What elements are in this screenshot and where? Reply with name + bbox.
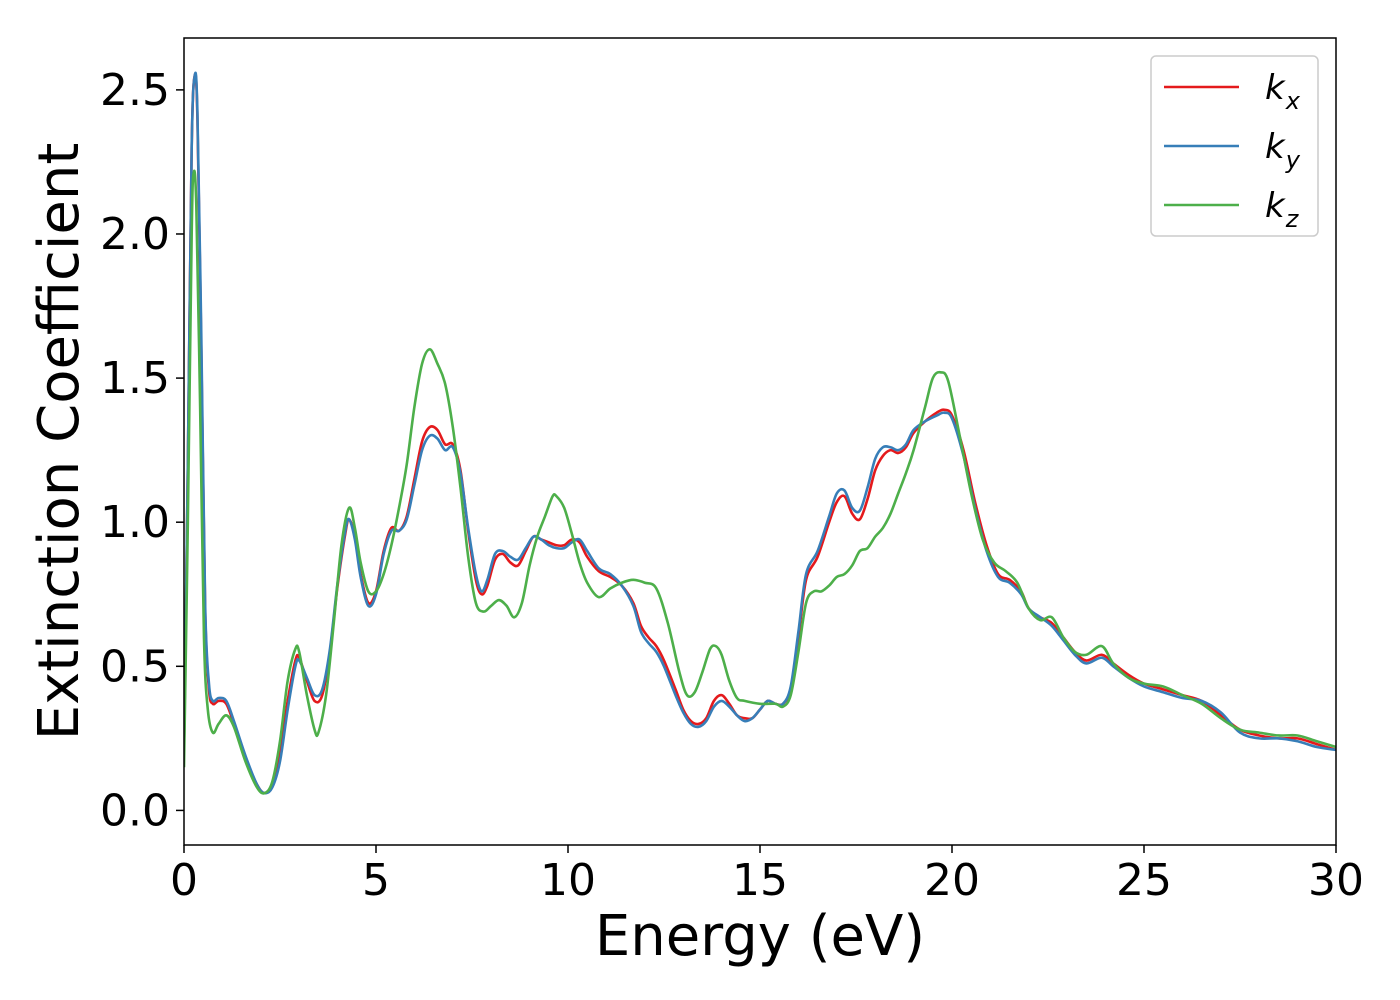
- x-tick-label: 25: [1116, 855, 1172, 906]
- plot-frame: [183, 37, 1337, 846]
- y-tick-label: 2.5: [100, 65, 170, 116]
- legend: kx ky kz: [1150, 55, 1319, 237]
- plot-border: [183, 37, 1337, 846]
- legend-label-y: ky: [1265, 127, 1301, 174]
- y-tick-label: 2.0: [100, 209, 170, 260]
- y-tick-label: 1.0: [100, 497, 170, 548]
- series-line-z: [184, 169, 1336, 795]
- axes: 0 5 10 15 20 25 30 0.0 0.5 1.0 1.5 2.0 2.5: [100, 65, 1364, 906]
- y-axis-label: Extinction Coefficient: [27, 143, 92, 741]
- y-tick-label: 1.5: [100, 353, 170, 404]
- x-tick-label: 0: [170, 855, 198, 906]
- y-tick-label: 0.5: [100, 641, 170, 692]
- x-tick-label: 20: [924, 855, 980, 906]
- x-tick-label: 5: [362, 855, 390, 906]
- x-tick-label: 15: [732, 855, 788, 906]
- x-axis-label: Energy (eV): [595, 904, 925, 969]
- x-tick-label: 10: [540, 855, 596, 906]
- x-tick-label: 30: [1308, 855, 1364, 906]
- y-tick-label: 0.0: [100, 785, 170, 836]
- series-lines: [184, 71, 1336, 795]
- series-line-y: [184, 71, 1336, 795]
- legend-label-z: kz: [1265, 186, 1300, 233]
- legend-label-x: kx: [1265, 68, 1301, 115]
